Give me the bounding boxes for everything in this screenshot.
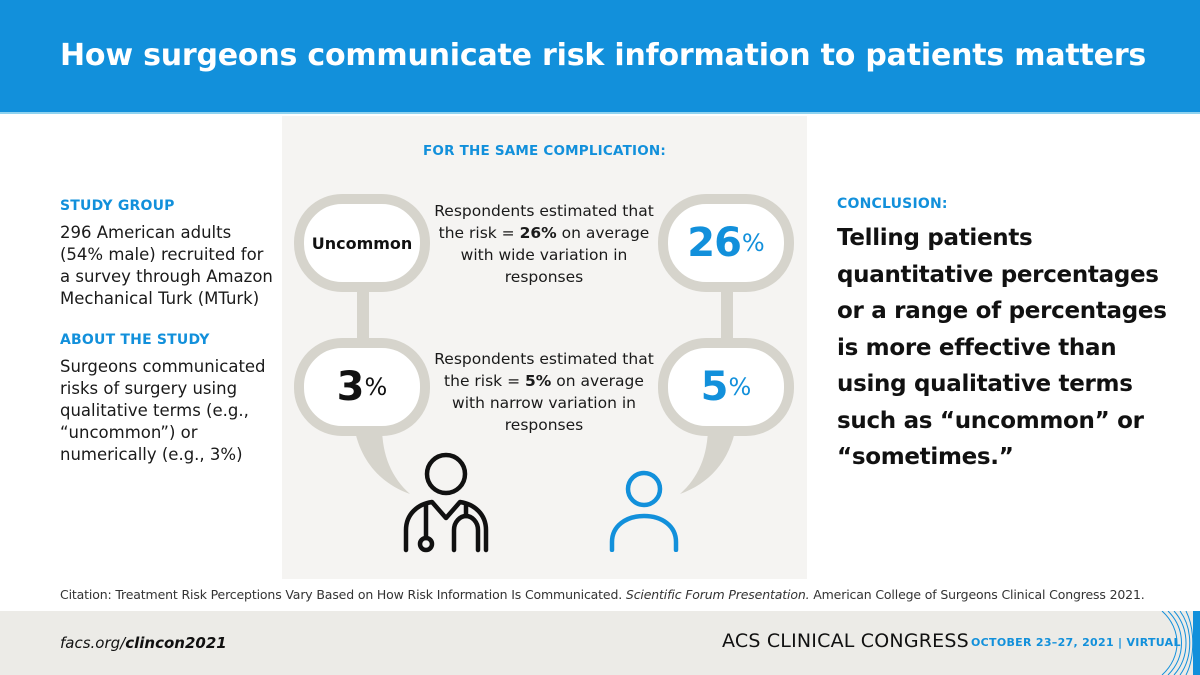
footer-url-link[interactable]: facs.org/clincon2021 (60, 634, 227, 652)
patient-estimate-row2-value: 5 (700, 364, 729, 410)
patient-bubble-row1: 26% (658, 194, 794, 292)
page-title: How surgeons communicate risk informatio… (60, 38, 1147, 73)
person-icon (609, 470, 679, 552)
about-study-label: ABOUT THE STUDY (60, 332, 210, 348)
footer-brand: ACS CLINICAL CONGRESS (722, 630, 969, 652)
comparison-panel: FOR THE SAME COMPLICATION: Uncommon 3% R… (282, 116, 807, 579)
patient-estimate-row1-unit: % (741, 229, 765, 257)
conclusion-label: CONCLUSION: (837, 196, 948, 212)
about-study-text: Surgeons communicated risks of surgery u… (60, 357, 266, 464)
study-group-label: STUDY GROUP (60, 198, 175, 214)
header-banner: How surgeons communicate risk informatio… (0, 0, 1200, 114)
row2-description: Respondents estimated that the risk = 5%… (434, 350, 654, 434)
patient-bubble-connector (721, 276, 733, 356)
conclusion-text: Telling patients quantitative percentage… (837, 225, 1167, 470)
left-column: STUDY GROUP 296 American adults (54% mal… (60, 198, 275, 466)
citation: Citation: Treatment Risk Perceptions Var… (60, 587, 1145, 602)
decorative-arc-icon (1161, 611, 1200, 675)
row1-description: Respondents estimated that the risk = 26… (434, 202, 654, 286)
surgeon-bubble-qualitative: Uncommon (294, 194, 430, 292)
doctor-stethoscope-icon (403, 452, 489, 553)
footer-event-date: OCTOBER 23–27, 2021 | VIRTUAL (971, 636, 1181, 649)
surgeon-bubble-numeric: 3% (294, 338, 430, 436)
surgeon-numeric-unit: % (364, 373, 388, 401)
patient-estimate-row1-value: 26 (687, 220, 742, 266)
patient-bubble-row2: 5% (658, 338, 794, 436)
surgeon-bubble-connector (357, 276, 369, 356)
panel-title: FOR THE SAME COMPLICATION: (423, 143, 666, 159)
surgeon-qualitative-term: Uncommon (311, 233, 413, 253)
study-group-text: 296 American adults (54% male) recruited… (60, 223, 273, 308)
patient-bubble-tail (680, 426, 736, 494)
conclusion-column: CONCLUSION: Telling patients quantitativ… (837, 196, 1177, 476)
surgeon-bubble-tail (354, 426, 410, 494)
footer: facs.org/clincon2021 ACS CLINICAL CONGRE… (0, 611, 1200, 675)
surgeon-numeric-value: 3 (336, 364, 365, 410)
patient-estimate-row2-unit: % (728, 373, 752, 401)
